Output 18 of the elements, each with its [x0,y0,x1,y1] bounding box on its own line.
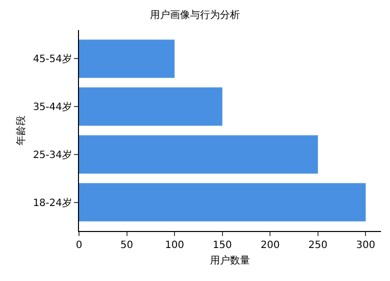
x-tick-label: 150 [212,240,232,251]
x-tick-label: 50 [120,240,134,251]
x-tick-label: 250 [308,240,328,251]
chart-title: 用户画像与行为分析 [150,9,240,22]
bar [79,87,222,126]
x-tick-label: 0 [76,240,82,251]
y-tick-label: 45-54岁 [32,53,72,66]
x-axis-title: 用户数量 [210,254,250,266]
y-tick-label: 35-44岁 [32,101,72,114]
bar [79,183,366,222]
x-tick-label: 300 [356,240,376,251]
y-axis-title: 年龄段 [14,116,27,146]
bar [79,40,175,78]
x-tick-label: 100 [165,240,184,251]
x-tick-label: 200 [260,240,280,251]
bar [79,135,318,174]
y-tick-label: 25-34岁 [32,148,72,161]
y-tick-label: 18-24岁 [32,196,72,209]
